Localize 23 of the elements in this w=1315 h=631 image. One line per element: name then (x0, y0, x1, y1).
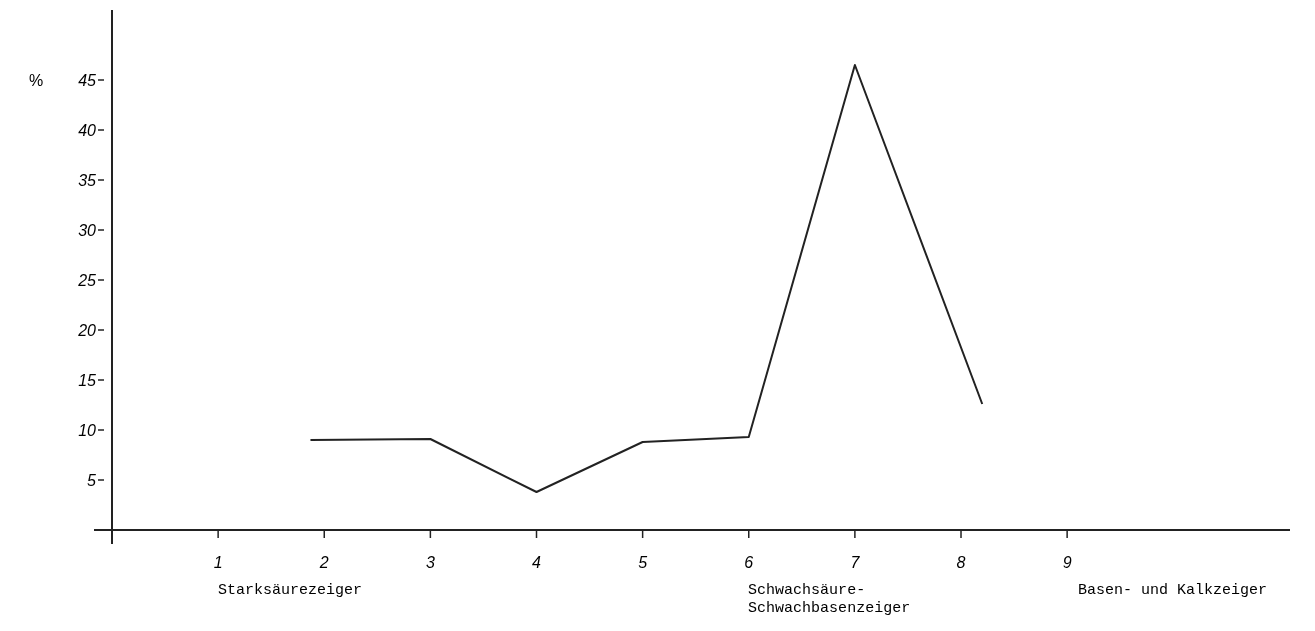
y-tick-label: 15 (78, 371, 97, 389)
text: Starksäurezeiger (218, 582, 363, 599)
text: Schwachsäure- Schwachbasenzeiger (748, 582, 911, 617)
y-tick-label: 40 (78, 121, 97, 139)
y-tick-label: 20 (77, 321, 97, 339)
x-tick-label: 8 (956, 554, 966, 571)
x-tick-label: 3 (425, 554, 435, 571)
x-tick-label: 6 (744, 554, 754, 571)
x-tick-label: 9 (1062, 554, 1072, 571)
x-tick-label: 5 (638, 554, 648, 571)
y-tick-label: 5 (87, 471, 97, 489)
y-tick-label: 45 (78, 71, 97, 89)
y-tick-label: 10 (78, 421, 97, 439)
x-tick-label: 7 (850, 554, 861, 571)
y-tick-label: 25 (77, 271, 97, 289)
text: Basen- und Kalkzeiger (1077, 582, 1267, 599)
x-tick-label: 1 (213, 554, 223, 571)
line-series (309, 64, 984, 493)
x-tick-label: 4 (532, 554, 542, 571)
y-axis-title: % (28, 71, 44, 89)
y-tick-label: 30 (78, 221, 97, 239)
y-tick-label: 35 (78, 171, 97, 189)
x-tick-label: 2 (318, 554, 329, 571)
